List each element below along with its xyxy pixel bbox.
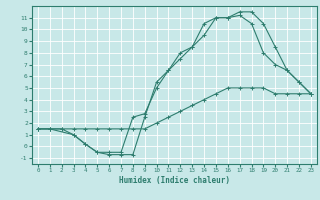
X-axis label: Humidex (Indice chaleur): Humidex (Indice chaleur) <box>119 176 230 185</box>
